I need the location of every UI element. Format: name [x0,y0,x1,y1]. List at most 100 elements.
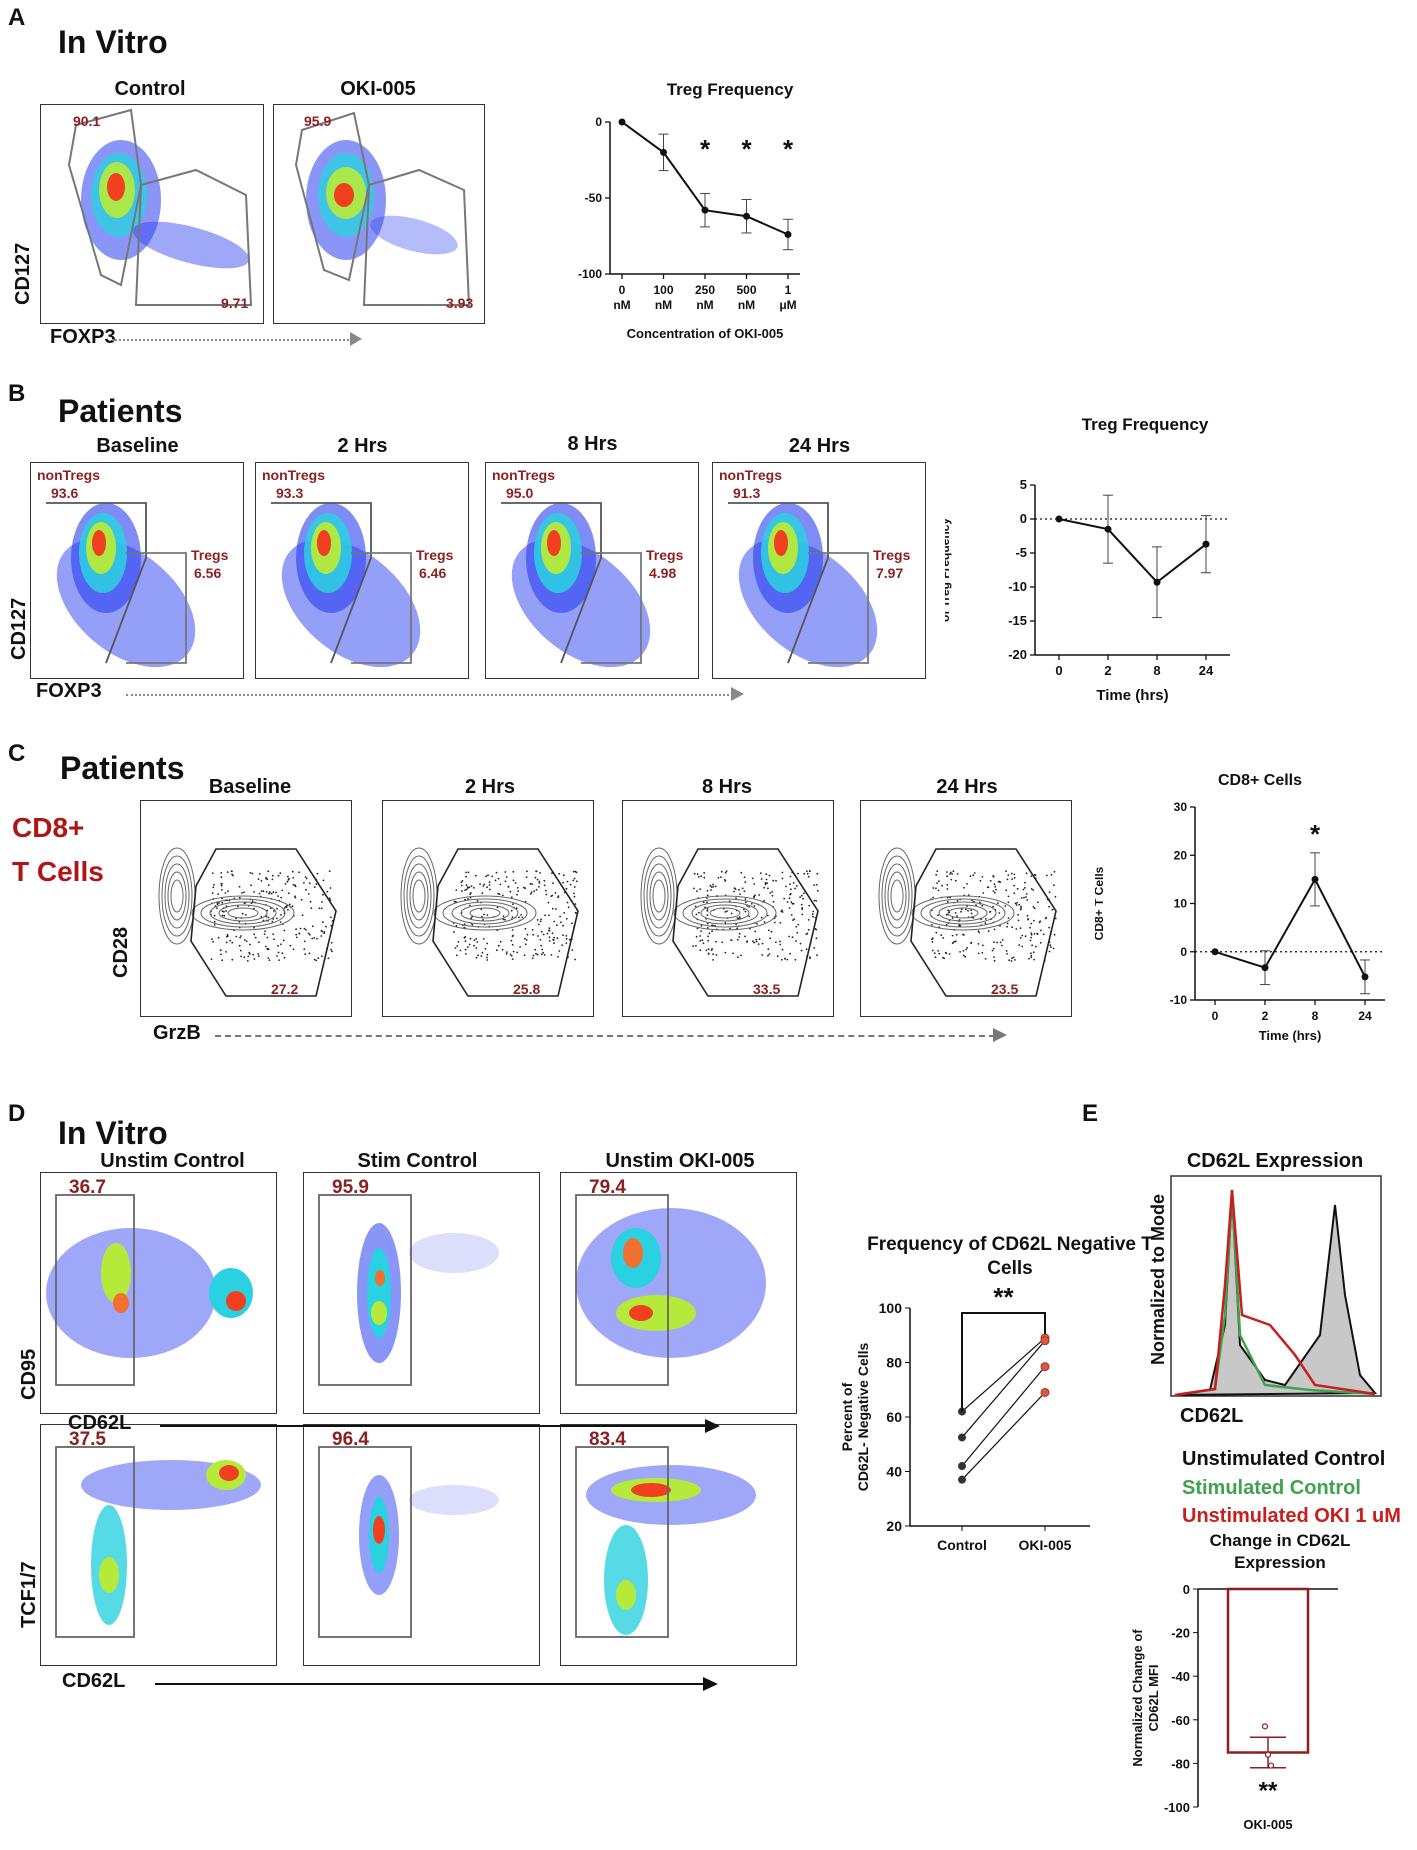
panel-b-axis-arrow [126,694,733,696]
panel-d-row1-xlabel: CD62L [68,1412,132,1434]
facs-plot-svg [640,847,819,997]
gate-value: 25.8 [513,981,541,997]
chart-c-line-plot: 30 20 10 0 -10 0 2 8 * 24 Time (hrs) Normalized Cha… [1095,800,1385,1043]
panel-b-facs-plot: nonTregs 91.3 Tregs 7.97 [712,462,926,679]
facs-plot-svg [67,108,253,306]
y-tick-label: -10 [1170,993,1188,1007]
y-tick-label: 40 [886,1464,902,1480]
panel-letter-c: C [8,740,26,767]
panel-d-col-title-1: Unstim Control [100,1150,245,1172]
panel-letter-b: B [8,380,26,407]
gate-value-lower: 3.93 [446,295,474,311]
control-point [958,1407,966,1416]
panel-c-ylabel: CD28 [110,926,132,978]
y-axis-label: Normalized Change ofPercent Granzyme B+C… [1095,866,1106,940]
panel-b-ylabel: CD127 [8,597,30,660]
panel-d-row1-arrowhead [705,1419,720,1433]
gate-value: 96.4 [332,1429,369,1450]
data-point [1311,875,1319,883]
facs-plot-svg [271,502,421,668]
data-point [660,148,667,156]
y-tick-label: 100 [879,1300,903,1316]
x-axis-label: Concentration of OKI-005 [627,326,784,341]
chart-b-title: Treg Frequency [1081,415,1209,434]
panel-d-title: In Vitro [58,1115,168,1151]
panel-c-plot-title-4: 24 Hrs [936,776,998,798]
panel-e-histogram [1170,1175,1382,1397]
x-tick-label: 24 [1358,1009,1372,1023]
series-line [1214,877,1366,978]
chart-d-title: Frequency of CD62L Negative T Cells [860,1233,1160,1281]
y-tick-label: 80 [886,1355,902,1371]
gate-value-upper: 95.9 [304,113,332,129]
treg-gate-value: 4.98 [649,565,677,581]
nontreg-gate-label: nonTregs [262,467,326,483]
x-tick-label: OKI-005 [1243,1817,1292,1832]
panel-d-col-title-3: Unstim OKI-005 [605,1150,755,1172]
panel-c-axis-arrow [215,1035,995,1037]
gate-value: 27.2 [271,981,299,997]
x-tick-label: 100 [653,283,673,297]
nontreg-gate-value: 93.3 [276,485,304,501]
panel-b-facs-plot: nonTregs 95.0 Tregs 4.98 [485,462,699,679]
panel-a-plot-title-2: OKI-005 [340,78,416,100]
panel-c-arrowhead [993,1028,1007,1042]
x-tick-label: nM [655,298,672,312]
panel-e-hist-xlabel: CD62L [1180,1405,1244,1427]
y-axis-label-line: Percent of [839,1382,855,1451]
panel-d-facs-plot: 36.7 [40,1172,277,1414]
x-axis-label: Time (hrs) [1259,1028,1322,1043]
control-point [958,1462,966,1471]
x-tick-label: 2 [1104,663,1111,678]
panel-c-contour-plot: 33.5 [622,800,834,1017]
y-tick-label: 10 [1174,897,1188,911]
data-point [1211,948,1219,956]
y-tick-label: 0 [1020,511,1027,526]
panel-d-row1-ylabel: CD95 [18,1348,40,1400]
treg-gate-label: Tregs [416,547,454,563]
x-axis-label: Time (hrs) [1096,687,1168,704]
panel-a-plot-title-1: Control [114,78,186,100]
x-tick-label: nM [738,298,755,312]
y-tick-label: 0 [1183,1582,1190,1597]
data-point [784,230,792,238]
panel-a-axis-arrow [112,339,352,341]
oki-point [1040,1387,1050,1397]
y-tick-label: 30 [1174,800,1188,814]
chart-e-bar-plot: 0 -20 -40 -60 -80 -100 ** OKI-005 Normalized Cha… [1130,1582,1338,1832]
panel-b-arrowhead [731,687,744,701]
panel-a-facs-oki: 95.9 3.93 [273,104,485,324]
facs-plot-svg [318,1446,499,1638]
x-tick-label: 0 [1055,663,1062,678]
x-tick-label: 0 [619,283,626,297]
oki-point [1040,1362,1050,1372]
y-tick-label: -40 [1171,1669,1190,1684]
data-point [1264,1751,1272,1758]
panel-a-facs-control: 90.1 9.71 [40,104,264,324]
y-axis-label-line: CD62L- Negative Cells [855,1342,871,1491]
panel-c-cell-label-2: T Cells [12,856,104,887]
gate-value: 37.5 [69,1429,106,1450]
panel-d-row2-ylabel: TCF1/7 [18,1561,40,1628]
gate-value: 95.9 [332,1177,369,1198]
bar-oki-005 [1226,1587,1310,1754]
treg-gate-value: 6.46 [419,565,447,581]
panel-d-row2-arrowhead [703,1677,718,1691]
gate-value-upper: 90.1 [73,113,101,129]
panel-d-facs-plot: 96.4 [303,1424,540,1666]
y-tick-label: -15 [1008,613,1027,628]
facs-plot-svg [46,1194,253,1386]
data-point [1267,1762,1275,1769]
y-tick-label: -20 [1008,647,1027,662]
nontreg-gate-label: nonTregs [37,467,101,483]
panel-b-facs-plot: nonTregs 93.3 Tregs 6.46 [255,462,469,679]
x-tick-label: nM [696,298,713,312]
panel-e-hist-ylabel: Normalized to Mode [1148,1193,1168,1365]
paired-line [961,1337,1046,1412]
y-tick-label: 0 [595,115,602,129]
significance-marker: * [783,134,794,164]
chart-c-title: CD8+ Cells [1217,772,1303,789]
histogram-unstimulated-oki [1174,1189,1376,1397]
panel-b-xlabel: FOXP3 [36,680,102,702]
